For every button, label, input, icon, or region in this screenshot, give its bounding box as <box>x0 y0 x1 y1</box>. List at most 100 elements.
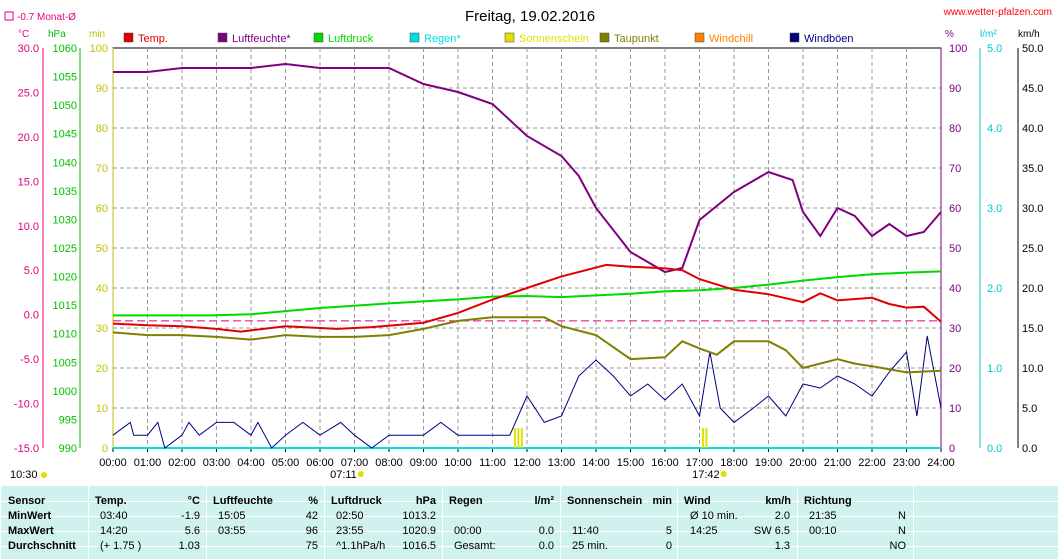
sunshine-bar <box>517 428 520 448</box>
table-divider <box>442 486 443 559</box>
table-divider <box>0 546 1058 547</box>
unit-wind: km/h <box>1018 29 1040 40</box>
legend-label: Luftfeuchte* <box>232 33 291 45</box>
day-length-icon <box>41 472 47 478</box>
table-cell: 96 <box>305 525 318 537</box>
axis-tick-label: 40 <box>949 283 961 295</box>
axis-tick-label: 15.0 <box>1022 323 1043 335</box>
axis-tick-label: 0.0 <box>987 443 1002 455</box>
legend-label: Luftdruck <box>328 33 374 45</box>
legend-label: Sonnenschein <box>519 33 589 45</box>
table-divider <box>560 486 561 559</box>
sunset-label: 17:42 <box>692 469 720 481</box>
axis-tick-label: 100 <box>90 43 108 55</box>
x-tick-label: 24:00 <box>927 457 955 469</box>
axis-tick-label: 5.0 <box>1022 403 1037 415</box>
chart-title: Freitag, 19.02.2016 <box>465 8 595 25</box>
legend-label: Windböen <box>804 33 854 45</box>
legend-label: Windchill <box>709 33 753 45</box>
axis-tick-label: 3.0 <box>987 203 1002 215</box>
axis-tick-label: 40 <box>96 283 108 295</box>
x-tick-label: 06:00 <box>306 457 334 469</box>
axis-tick-label: 45.0 <box>1022 83 1043 95</box>
axis-tick-label: 1020 <box>53 272 77 284</box>
axis-tick-label: 1025 <box>53 243 77 255</box>
legend-swatch <box>123 32 134 43</box>
table-cell: Gesamt: <box>454 540 496 552</box>
axis-tick-label: 1035 <box>53 186 77 198</box>
grid <box>112 47 942 449</box>
table-cell: 11:40 <box>572 525 599 537</box>
table-cell: 14:25 <box>690 525 718 537</box>
sunrise-icon <box>357 471 364 477</box>
legend-swatch <box>313 32 324 43</box>
x-tick-label: 14:00 <box>582 457 610 469</box>
table-cell: 23:55 <box>336 525 364 537</box>
axis-tick-label: 0.0 <box>24 310 39 322</box>
axis-tick-label: 1010 <box>53 329 77 341</box>
axis-tick-label: 1055 <box>53 72 77 84</box>
table-divider <box>677 486 678 559</box>
table-cell: 1.03 <box>178 540 200 552</box>
day-length-label: 10:30 <box>10 469 38 481</box>
series-pressure-line <box>113 270 942 317</box>
table-cell: 1016.5 <box>402 540 436 552</box>
axis-tick-label: 1050 <box>53 100 77 112</box>
table-header: Temp. <box>95 495 127 507</box>
axis-tick-label: 30.0 <box>1022 203 1043 215</box>
table-cell: (+ 1.75 ) <box>100 540 142 552</box>
x-tick-label: 12:00 <box>513 457 541 469</box>
table-cell: NO <box>889 540 907 552</box>
sunrise-label: 07:11 <box>330 469 357 481</box>
table-cell: 1013.2 <box>402 510 436 522</box>
avg-note-icon <box>4 11 14 21</box>
legend-swatch <box>599 32 610 43</box>
table-header: Regen <box>449 495 483 507</box>
axis-tick-label: 5.0 <box>24 265 39 277</box>
axis-tick-label: 90 <box>949 83 961 95</box>
axis-tick-label: 10 <box>96 403 108 415</box>
axis-tick-label: 15.0 <box>18 176 39 188</box>
table-cell: 14:20 <box>100 525 128 537</box>
x-tick-label: 17:00 <box>686 457 714 469</box>
x-tick-label: 15:00 <box>617 457 645 469</box>
unit-rain: l/m² <box>980 29 997 40</box>
axis-tick-label: 1045 <box>53 129 77 141</box>
table-header-unit: % <box>308 495 318 507</box>
axis-tick-label: 1040 <box>53 157 77 169</box>
legend-label: Regen* <box>424 33 461 45</box>
table-header: Sonnenschein <box>567 495 643 507</box>
table-header: Richtung <box>804 495 852 507</box>
table-header: Luftfeuchte <box>213 495 273 507</box>
table-header: Sensor <box>8 495 46 507</box>
sunshine-bar <box>520 428 523 448</box>
axis-tick-label: 990 <box>59 443 77 455</box>
legend-swatch <box>504 32 515 43</box>
axis-tick-label: 20 <box>96 363 108 375</box>
table-cell: 1020.9 <box>402 525 436 537</box>
table-cell: 1.3 <box>774 540 790 552</box>
table-row-label: MinWert <box>8 510 52 522</box>
table-cell: 0.0 <box>538 540 554 552</box>
axis-tick-label: 1005 <box>53 357 77 369</box>
axis-tick-label: 10.0 <box>1022 363 1043 375</box>
series-humidity-line <box>113 62 942 274</box>
table-divider <box>913 486 914 559</box>
axis-tick-label: 30 <box>96 323 108 335</box>
series-temp-line <box>112 263 942 333</box>
axis-tick-label: 995 <box>59 414 77 426</box>
x-tick-label: 22:00 <box>858 457 886 469</box>
unit-minutes: min <box>89 29 105 40</box>
table-cell: 03:40 <box>100 510 128 522</box>
legend-swatch <box>789 32 800 43</box>
table-cell: 2.0 <box>774 510 790 522</box>
table-row-label: MaxWert <box>8 525 54 537</box>
axis-tick-label: -5.0 <box>20 354 39 366</box>
x-tick-label: 18:00 <box>720 457 748 469</box>
axis-tick-label: 4.0 <box>987 123 1002 135</box>
axis-tick-label: 1060 <box>53 43 77 55</box>
table-header-unit: km/h <box>765 495 791 507</box>
table-cell: -1.9 <box>181 510 200 522</box>
summary-table: Sensor Temp. °C Luftfeuchte% Luftdruck hPa Reg… <box>0 486 1058 559</box>
table-header-unit: l/m² <box>534 495 554 507</box>
